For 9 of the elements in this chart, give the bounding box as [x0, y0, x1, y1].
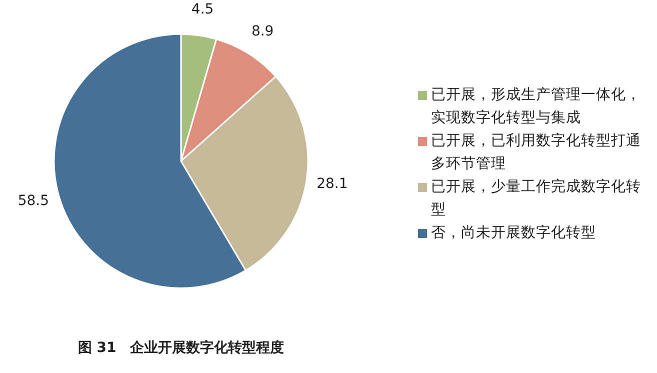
legend-label: 已开展，已利用数字化转型打通多环节管理 [431, 133, 641, 172]
data-label: 28.1 [316, 176, 348, 192]
text: 图 31 企业开展数字化转型程度 [78, 339, 284, 356]
legend-label: 已开展，少量工作完成数字化转型 [431, 179, 641, 218]
legend-label: 否，尚未开展数字化转型 [431, 225, 596, 241]
data-label: 4.5 [191, 1, 214, 18]
data-label: 8.9 [251, 23, 274, 40]
data-label: 58.5 [18, 193, 50, 210]
legend-label: 已开展，形成生产管理一体化，实现数字化转型与集成 [431, 87, 641, 126]
